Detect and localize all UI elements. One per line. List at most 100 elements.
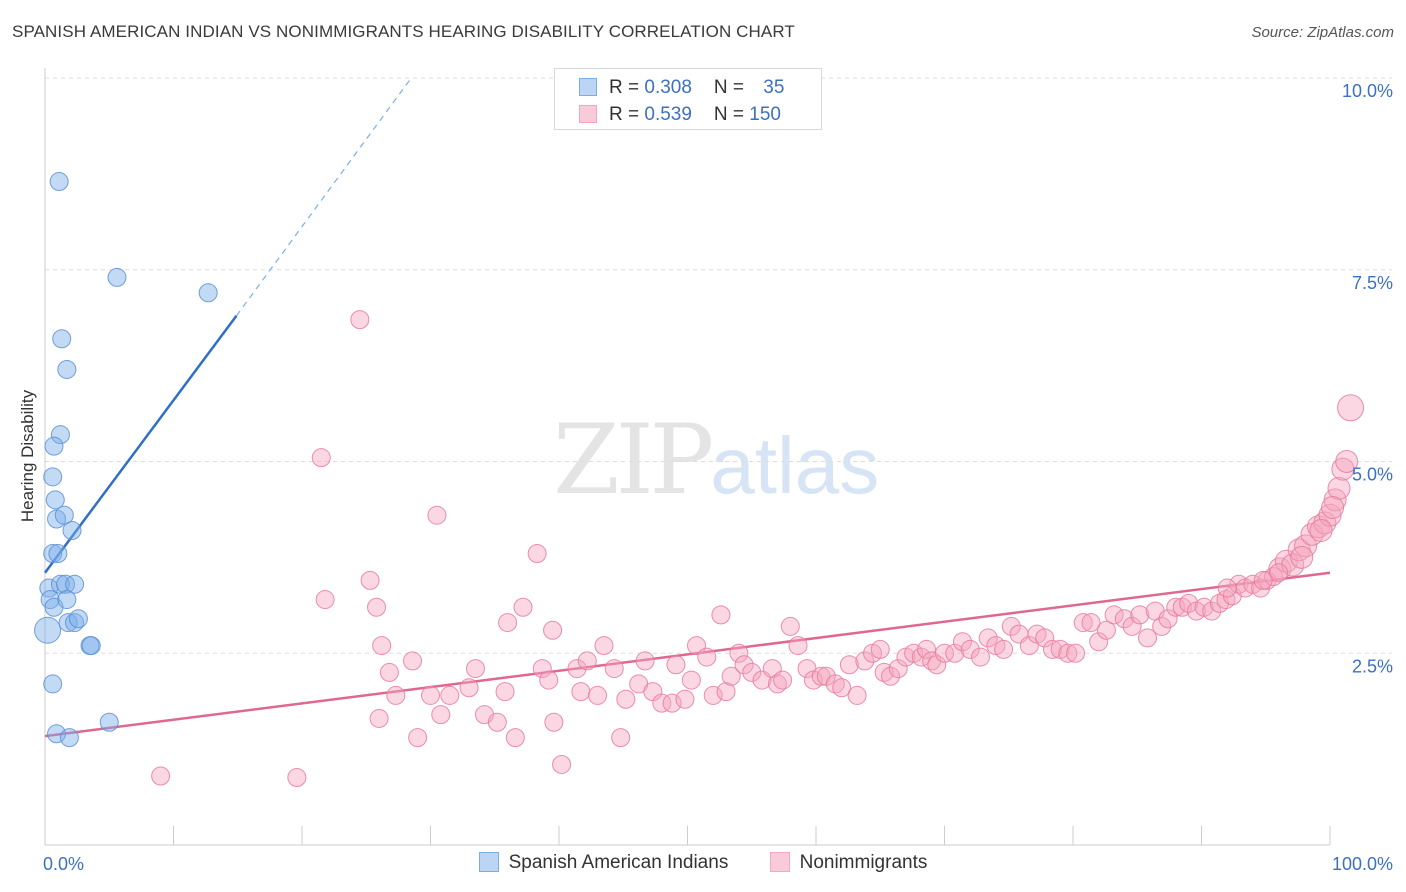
point-nonimmigrants <box>1269 563 1289 583</box>
y-axis-label: Hearing Disability <box>18 389 37 523</box>
point-nonimmigrants <box>635 651 655 671</box>
y-tick-label: 7.5% <box>1352 273 1393 293</box>
point-nonimmigrants <box>734 655 754 675</box>
point-nonimmigrants <box>839 655 859 675</box>
point-nonimmigrants <box>1089 632 1109 652</box>
point-spanish-american-indians <box>107 267 127 287</box>
point-nonimmigrants <box>681 670 701 690</box>
point-nonimmigrants <box>1217 578 1237 598</box>
correlation-legend: R = 0.308 N = 35 R = 0.539 N = 150 <box>554 68 822 130</box>
point-nonimmigrants <box>465 659 485 679</box>
point-nonimmigrants <box>315 590 335 610</box>
point-nonimmigrants <box>1042 639 1062 659</box>
point-spanish-american-indians <box>58 613 78 633</box>
point-nonimmigrants <box>917 639 937 659</box>
legend-n-label: N = <box>713 77 750 98</box>
legend-series-name: Spanish American Indians <box>508 852 729 873</box>
point-spanish-american-indians <box>59 728 79 748</box>
point-nonimmigrants <box>1152 616 1172 636</box>
point-nonimmigrants <box>855 651 875 671</box>
point-spanish-american-indians <box>65 574 85 594</box>
point-nonimmigrants <box>788 636 808 656</box>
x-tick-label-min: 0.0% <box>43 854 84 874</box>
point-nonimmigrants <box>721 666 741 686</box>
point-spanish-american-indians <box>198 283 218 303</box>
point-nonimmigrants <box>543 620 563 640</box>
point-nonimmigrants <box>666 655 686 675</box>
point-spanish-american-indians <box>57 359 77 379</box>
point-nonimmigrants <box>870 639 890 659</box>
point-nonimmigrants <box>1114 609 1134 629</box>
point-nonimmigrants <box>505 728 525 748</box>
legend-n-value: 150 <box>749 104 781 125</box>
point-nonimmigrants <box>952 632 972 652</box>
point-nonimmigrants <box>495 682 515 702</box>
legend-swatch-blue <box>478 852 499 872</box>
point-nonimmigrants <box>832 678 852 698</box>
point-nonimmigrants <box>1058 643 1078 663</box>
point-nonimmigrants <box>1321 496 1345 520</box>
x-tick-label-max: 100.0% <box>1332 854 1393 874</box>
trend-lines <box>43 77 1331 738</box>
point-nonimmigrants <box>1130 605 1150 625</box>
point-spanish-american-indians <box>68 609 88 629</box>
point-nonimmigrants <box>459 678 479 698</box>
point-nonimmigrants <box>711 605 731 625</box>
trend-line-spanish-american-indians <box>43 315 238 574</box>
point-nonimmigrants <box>577 651 597 671</box>
point-spanish-american-indians <box>54 505 74 525</box>
point-nonimmigrants <box>1202 601 1222 621</box>
point-nonimmigrants <box>1309 519 1333 543</box>
point-nonimmigrants <box>611 728 631 748</box>
point-nonimmigrants <box>552 754 572 774</box>
data-points <box>34 172 1365 788</box>
point-nonimmigrants <box>527 544 547 564</box>
point-nonimmigrants <box>1274 549 1298 573</box>
point-nonimmigrants <box>513 597 533 617</box>
legend-r-value: 0.539 <box>644 104 692 125</box>
point-nonimmigrants <box>1268 557 1292 581</box>
legend-item-nonimmigrants: Nonimmigrants <box>769 852 928 874</box>
point-nonimmigrants <box>440 685 460 705</box>
trend-line-nonimmigrants <box>44 571 1331 738</box>
point-nonimmigrants <box>1081 613 1101 633</box>
point-nonimmigrants <box>1179 593 1199 613</box>
legend-series-name: Nonimmigrants <box>799 852 928 873</box>
point-nonimmigrants <box>487 712 507 732</box>
legend-r-label: R = <box>609 104 645 125</box>
point-nonimmigrants <box>773 670 793 690</box>
point-nonimmigrants <box>994 639 1014 659</box>
point-nonimmigrants <box>427 505 447 525</box>
point-nonimmigrants <box>1001 616 1021 636</box>
point-spanish-american-indians <box>48 544 68 564</box>
point-nonimmigrants <box>1306 515 1330 539</box>
trend-line-extension <box>235 77 412 317</box>
point-nonimmigrants <box>1331 457 1355 481</box>
point-spanish-american-indians <box>50 425 70 445</box>
point-nonimmigrants <box>697 647 717 667</box>
tick-labels: 2.5% 5.0% 7.5% 10.0% 0.0% 100.0% <box>43 81 1393 874</box>
point-nonimmigrants <box>604 659 624 679</box>
point-nonimmigrants <box>1251 578 1271 598</box>
point-nonimmigrants <box>311 448 331 468</box>
point-nonimmigrants <box>350 310 370 330</box>
point-nonimmigrants <box>1122 616 1142 636</box>
point-nonimmigrants <box>1035 628 1055 648</box>
point-nonimmigrants <box>1327 476 1351 500</box>
point-nonimmigrants <box>498 613 518 633</box>
point-nonimmigrants <box>1019 636 1039 656</box>
point-nonimmigrants <box>742 662 762 682</box>
point-spanish-american-indians <box>43 544 63 564</box>
point-nonimmigrants <box>360 570 380 590</box>
point-nonimmigrants <box>1104 605 1124 625</box>
legend-swatch-blue <box>579 78 597 96</box>
point-spanish-american-indians <box>52 329 72 349</box>
point-spanish-american-indians <box>65 613 85 633</box>
legend-n-label: N = <box>713 104 750 125</box>
y-tick-label: 5.0% <box>1352 465 1393 485</box>
point-nonimmigrants <box>367 597 387 617</box>
watermark-atlas: atlas <box>710 421 880 510</box>
point-nonimmigrants <box>287 768 307 788</box>
point-nonimmigrants <box>403 651 423 671</box>
